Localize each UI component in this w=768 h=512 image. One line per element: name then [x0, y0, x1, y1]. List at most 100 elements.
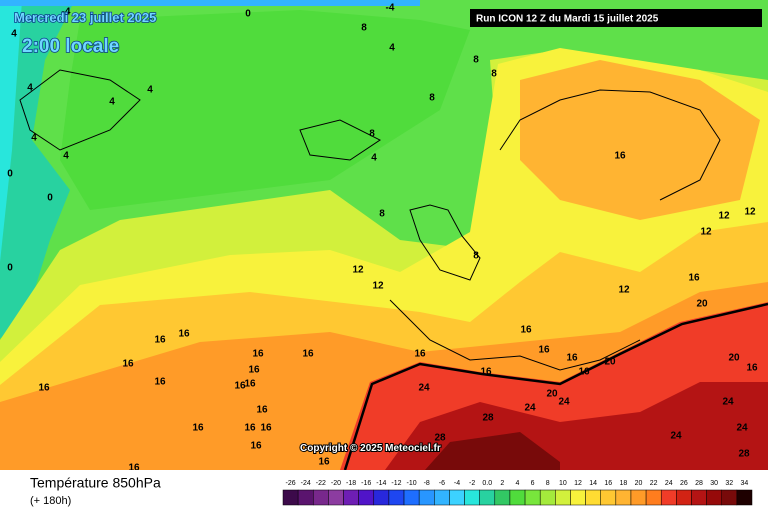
- scale-label: -22: [316, 480, 326, 487]
- contour-label: 28: [434, 433, 446, 444]
- contour-label: 12: [718, 211, 730, 222]
- scale-label: 12: [574, 480, 582, 487]
- scale-swatch: [282, 489, 299, 506]
- contour-label: 12: [618, 285, 630, 296]
- contour-label: 16: [252, 349, 264, 360]
- lead-time: (+ 180h): [30, 495, 71, 507]
- contour-label: 20: [604, 357, 616, 368]
- scale-label: -12: [391, 480, 401, 487]
- contour-label: 4: [31, 133, 37, 144]
- scale-label: 16: [604, 480, 612, 487]
- scale-swatch: [630, 489, 647, 506]
- scale-swatch: [539, 489, 556, 506]
- contour-label: 4: [147, 85, 153, 96]
- contour-label: 16: [244, 379, 256, 390]
- contour-label: 16: [414, 349, 426, 360]
- contour-label: 12: [744, 207, 756, 218]
- scale-swatch: [570, 489, 586, 506]
- contour-label: 0: [7, 169, 13, 180]
- map-field: -4 0 -4 4 4 4 4 4 4 0 0 0 4 8 8 8 8 8 4 8 12 12 8 16 12 12 12 12 16 2…: [0, 0, 768, 474]
- contour-label: 16: [244, 423, 256, 434]
- contour-label: 20: [728, 353, 740, 364]
- contour-label: 24: [736, 423, 748, 434]
- scale-label: -10: [407, 480, 417, 487]
- contour-label: 16: [234, 381, 246, 392]
- contour-label: 12: [352, 265, 364, 276]
- contour-label: 20: [546, 389, 558, 400]
- scale-swatch: [418, 489, 435, 506]
- scale-swatch: [585, 489, 601, 506]
- local-time: 2:00 locale: [22, 36, 119, 57]
- contour-label: 16: [578, 367, 590, 378]
- contour-label: 8: [379, 209, 385, 220]
- contour-label: 8: [369, 129, 375, 140]
- scale-label: -6: [439, 480, 445, 487]
- contour-label: 16: [480, 367, 492, 378]
- contour-label: 16: [38, 383, 50, 394]
- footer-title: Température 850hPa: [30, 475, 161, 491]
- scale-swatch: [676, 489, 692, 506]
- scale-swatch: [555, 489, 571, 506]
- contour-label: 16: [154, 335, 166, 346]
- contour-label: -4: [386, 3, 395, 14]
- contour-label: 4: [389, 43, 395, 54]
- scale-swatch: [600, 489, 617, 506]
- scale-label: 20: [635, 480, 643, 487]
- contour-label: 24: [558, 397, 570, 408]
- contour-label: 16: [256, 405, 268, 416]
- contour-label: 16: [178, 329, 190, 340]
- field-green: [60, 10, 470, 210]
- scale-label: -4: [454, 480, 460, 487]
- scale-label: 26: [680, 480, 688, 487]
- contour-label: 8: [429, 93, 435, 104]
- contour-label: 12: [372, 281, 384, 292]
- scale-swatch: [464, 489, 480, 506]
- scale-label: -18: [346, 480, 356, 487]
- scale-label: -24: [301, 480, 311, 487]
- scale-label: -16: [361, 480, 371, 487]
- scale-swatch: [736, 489, 753, 506]
- contour-label: 8: [491, 69, 497, 80]
- scale-label: -14: [376, 480, 386, 487]
- contour-label: 16: [520, 325, 532, 336]
- scale-label: 30: [710, 480, 718, 487]
- scale-swatch: [449, 489, 465, 506]
- scale-label: -26: [286, 480, 296, 487]
- scale-label: 22: [650, 480, 658, 487]
- scale-swatch: [343, 489, 359, 506]
- scale-label: 10: [559, 480, 567, 487]
- contour-label: 24: [670, 431, 682, 442]
- contour-label: -4: [62, 7, 71, 18]
- contour-label: 16: [746, 363, 758, 374]
- field-cool: [0, 0, 75, 338]
- scale-label: 0.0: [482, 480, 492, 487]
- scale-label: 28: [695, 480, 703, 487]
- scale-swatch: [691, 489, 707, 506]
- scale-swatch: [328, 489, 344, 506]
- contour-label: 4: [63, 151, 69, 162]
- scale-swatch: [388, 489, 405, 506]
- contour-label: 4: [109, 97, 115, 108]
- contour-label: 0: [7, 263, 13, 274]
- scale-label: 18: [620, 480, 628, 487]
- contour-label: 16: [128, 463, 140, 474]
- field-cold-top: [0, 0, 420, 6]
- scale-swatch: [706, 489, 722, 506]
- isotherm-line: [343, 302, 768, 471]
- scale-swatch: [660, 489, 677, 506]
- contour-label: 16: [260, 423, 272, 434]
- scale-swatch: [358, 489, 375, 506]
- contour-label: 16: [688, 273, 700, 284]
- scale-swatch: [313, 489, 329, 506]
- scale-swatch: [479, 489, 496, 506]
- contour-label: 16: [302, 349, 314, 360]
- contour-label: 24: [524, 403, 536, 414]
- contour-label: 16: [192, 423, 204, 434]
- contour-label: 28: [482, 413, 494, 424]
- scale-swatch: [494, 489, 511, 506]
- field-cold: [0, 0, 22, 262]
- contour-label: 12: [700, 227, 712, 238]
- contour-label: 16: [318, 457, 330, 468]
- contour-label: 16: [566, 353, 578, 364]
- scale-swatch: [297, 489, 314, 506]
